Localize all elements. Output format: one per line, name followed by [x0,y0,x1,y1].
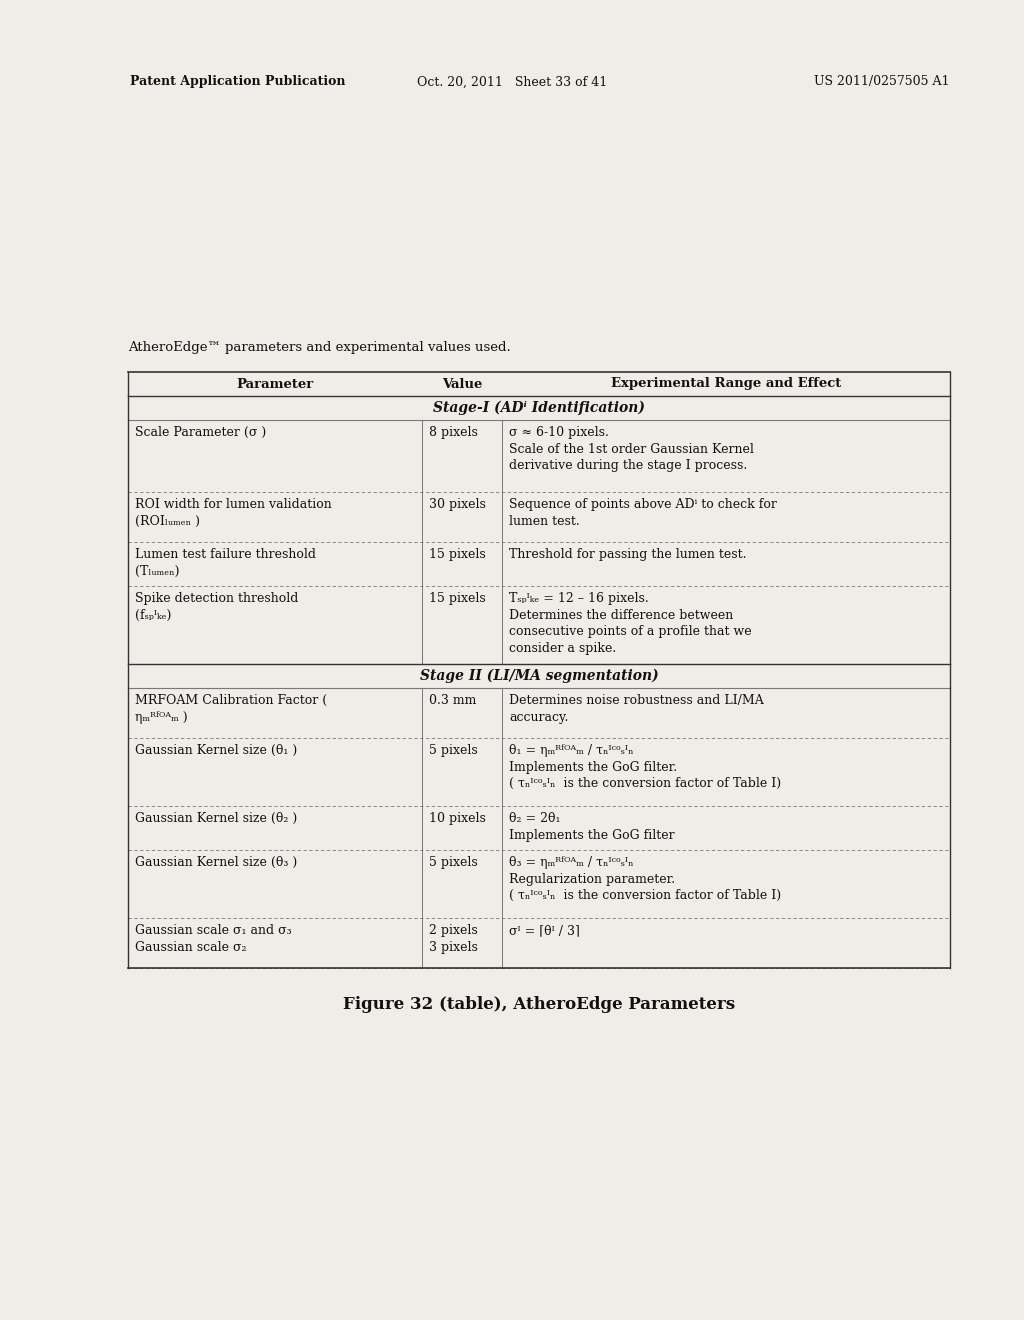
Text: 30 pixels: 30 pixels [429,498,485,511]
Text: Experimental Range and Effect: Experimental Range and Effect [611,378,841,391]
Text: σ ≈ 6-10 pixels.
Scale of the 1st order Gaussian Kernel
derivative during the st: σ ≈ 6-10 pixels. Scale of the 1st order … [509,426,754,473]
Text: US 2011/0257505 A1: US 2011/0257505 A1 [814,75,950,88]
Text: Gaussian Kernel size (θ₃ ): Gaussian Kernel size (θ₃ ) [135,855,297,869]
Text: Threshold for passing the lumen test.: Threshold for passing the lumen test. [509,548,746,561]
Text: Value: Value [441,378,482,391]
Text: Sequence of points above ADⁱ to check for
lumen test.: Sequence of points above ADⁱ to check fo… [509,498,777,528]
Text: Gaussian Kernel size (θ₂ ): Gaussian Kernel size (θ₂ ) [135,812,297,825]
Text: 8 pixels: 8 pixels [429,426,478,440]
Text: θ₁ = ηₘᴿᶠᴼᴬₘ / τₙᴵᶜᵒₛᴵₙ
Implements the GoG filter.
( τₙᴵᶜᵒₛᴵₙ  is the conversion: θ₁ = ηₘᴿᶠᴼᴬₘ / τₙᴵᶜᵒₛᴵₙ Implements the G… [509,744,781,789]
Text: Spike detection threshold
(fₛₚᴵₖₑ): Spike detection threshold (fₛₚᴵₖₑ) [135,591,298,622]
Text: Gaussian Kernel size (θ₁ ): Gaussian Kernel size (θ₁ ) [135,744,297,756]
Text: Stage II (LI/MA segmentation): Stage II (LI/MA segmentation) [420,669,658,684]
Text: θ₂ = 2θ₁
Implements the GoG filter: θ₂ = 2θ₁ Implements the GoG filter [509,812,675,842]
Text: Parameter: Parameter [237,378,313,391]
Text: Figure 32 (table), AtheroEdge Parameters: Figure 32 (table), AtheroEdge Parameters [343,997,735,1012]
Text: Gaussian scale σ₁ and σ₃
Gaussian scale σ₂: Gaussian scale σ₁ and σ₃ Gaussian scale … [135,924,292,953]
Text: Oct. 20, 2011   Sheet 33 of 41: Oct. 20, 2011 Sheet 33 of 41 [417,75,607,88]
Text: 15 pixels: 15 pixels [429,591,485,605]
Text: Patent Application Publication: Patent Application Publication [130,75,345,88]
Text: 15 pixels: 15 pixels [429,548,485,561]
Text: Stage-I (ADⁱ Identification): Stage-I (ADⁱ Identification) [433,401,645,416]
Text: 5 pixels: 5 pixels [429,855,478,869]
Text: AtheroEdge™ parameters and experimental values used.: AtheroEdge™ parameters and experimental … [128,341,511,354]
Text: Tₛₚᴵₖₑ = 12 – 16 pixels.
Determines the difference between
consecutive points of: Tₛₚᴵₖₑ = 12 – 16 pixels. Determines the … [509,591,752,655]
Text: σᴵ = ⌈θᴵ / 3⌉: σᴵ = ⌈θᴵ / 3⌉ [509,924,580,937]
Text: Lumen test failure threshold
(Tₗᵤₘₑₙ): Lumen test failure threshold (Tₗᵤₘₑₙ) [135,548,316,578]
Text: 0.3 mm: 0.3 mm [429,694,476,708]
Text: θ₃ = ηₘᴿᶠᴼᴬₘ / τₙᴵᶜᵒₛᴵₙ
Regularization parameter.
( τₙᴵᶜᵒₛᴵₙ  is the conversion : θ₃ = ηₘᴿᶠᴼᴬₘ / τₙᴵᶜᵒₛᴵₙ Regularization p… [509,855,781,902]
Text: 2 pixels
3 pixels: 2 pixels 3 pixels [429,924,478,953]
Text: 5 pixels: 5 pixels [429,744,478,756]
Text: ROI width for lumen validation
(ROIₗᵤₘₑₙ ): ROI width for lumen validation (ROIₗᵤₘₑₙ… [135,498,332,528]
Text: 10 pixels: 10 pixels [429,812,485,825]
Text: MRFOAM Calibration Factor (
ηₘᴿᶠᴼᴬₘ ): MRFOAM Calibration Factor ( ηₘᴿᶠᴼᴬₘ ) [135,694,328,723]
Text: Scale Parameter (σ ): Scale Parameter (σ ) [135,426,266,440]
Text: Determines noise robustness and LI/MA
accuracy.: Determines noise robustness and LI/MA ac… [509,694,764,723]
